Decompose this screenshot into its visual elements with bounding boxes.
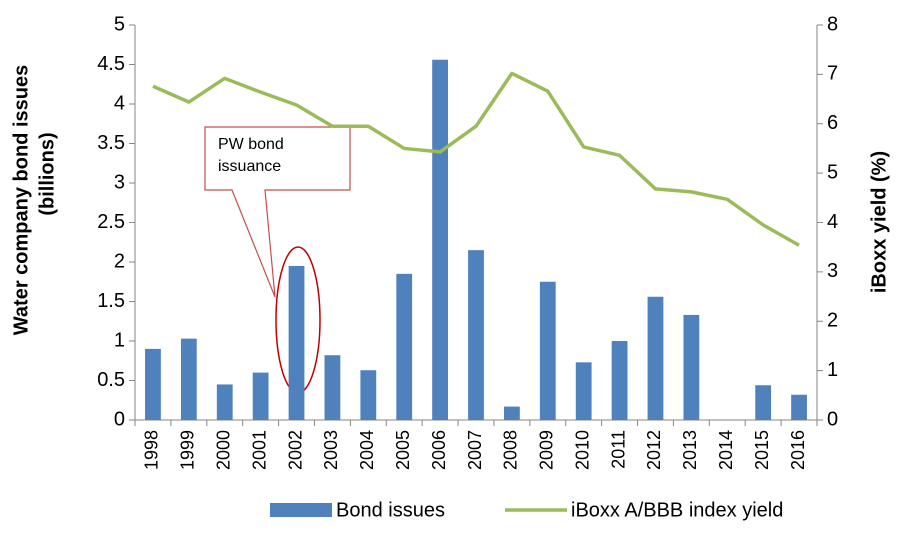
bar — [611, 341, 628, 420]
x-tick-label: 2006 — [429, 430, 449, 470]
y-tick-label: 5 — [114, 13, 125, 35]
callout-box — [204, 126, 351, 298]
bar — [216, 384, 233, 420]
y-tick-label: 0 — [114, 408, 125, 430]
bar — [503, 406, 520, 420]
x-tick-label: 2014 — [716, 430, 736, 470]
y2-tick-label: 4 — [827, 211, 838, 233]
y2-tick-label: 0 — [827, 408, 838, 430]
legend-label: Bond issues — [336, 499, 445, 521]
bar — [647, 296, 664, 420]
y-tick-label: 2 — [114, 250, 125, 272]
bar — [755, 385, 772, 420]
y-tick-label: 2.5 — [97, 211, 125, 233]
y2-tick-label: 6 — [827, 112, 838, 134]
x-tick-label: 2004 — [357, 430, 377, 470]
x-tick-label: 2013 — [680, 430, 700, 470]
x-tick-label: 2003 — [321, 430, 341, 470]
line — [152, 71, 800, 247]
y-tick-label: 3 — [114, 171, 125, 193]
bar — [288, 265, 305, 420]
x-tick-label: 2016 — [788, 430, 808, 470]
x-tick-label: 2009 — [537, 430, 557, 470]
x-tick-label: 1999 — [178, 430, 198, 470]
annotation: PW bond issuance — [218, 136, 284, 175]
bar — [432, 59, 449, 420]
y-tick-label: 1.5 — [97, 290, 125, 312]
x-tick-label: 2011 — [608, 430, 628, 469]
bar — [180, 338, 197, 420]
y-tick-label: 1 — [114, 329, 125, 351]
y2-axis-label: iBoxx yield (%) — [868, 151, 890, 293]
y-tick-label: 4.5 — [97, 53, 125, 75]
bar — [360, 370, 377, 420]
x-tick-label: 2002 — [285, 430, 305, 470]
x-tick-label: 2001 — [249, 430, 269, 470]
bar — [539, 281, 556, 420]
x-tick-label: 2007 — [465, 430, 485, 470]
y-tick-label: 4 — [114, 92, 125, 114]
bar — [468, 250, 484, 420]
y2-tick-label: 2 — [827, 310, 838, 332]
y-axis-label: Water company bond issues — [10, 65, 32, 335]
bar — [683, 314, 700, 420]
annotation-box: PW bond issuance — [218, 136, 284, 175]
x-tick-label: 2015 — [752, 430, 772, 470]
y2-tick-label: 1 — [827, 359, 838, 381]
y2-tick-label: 7 — [827, 63, 838, 85]
x-tick-label: 2000 — [213, 430, 233, 470]
y2-tick-label: 3 — [827, 260, 838, 282]
y-tick-label: 0.5 — [97, 369, 125, 391]
bar — [252, 372, 269, 420]
x-tick-label: 2012 — [644, 430, 664, 470]
y2-tick-label: 5 — [827, 161, 838, 183]
bar — [791, 394, 807, 420]
x-tick-label: 2008 — [501, 430, 521, 470]
x-tick-label: 2005 — [393, 430, 413, 470]
bar — [396, 273, 413, 420]
bar — [145, 348, 161, 420]
legend-swatch — [270, 503, 332, 517]
x-tick-label: 1998 — [142, 430, 162, 470]
bar — [324, 355, 341, 420]
legend-label: iBoxx A/BBB index yield — [571, 499, 783, 521]
x-tick-label: 2010 — [572, 430, 592, 470]
bar — [575, 362, 592, 420]
y-tick-label: 3.5 — [97, 132, 125, 154]
y2-tick-label: 8 — [827, 13, 838, 35]
y-axis-label: (billions) — [36, 132, 58, 215]
